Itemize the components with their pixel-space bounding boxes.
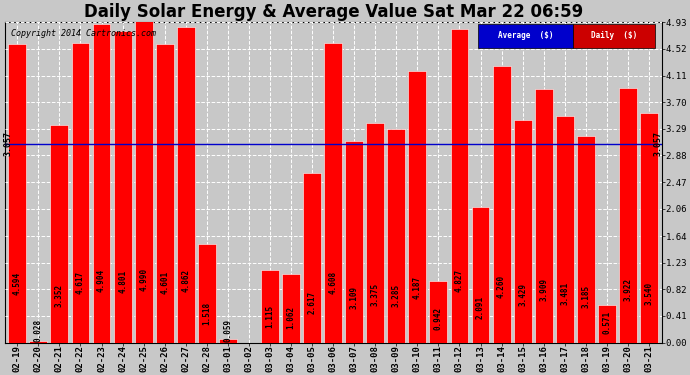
Text: Average  ($): Average ($) — [497, 32, 553, 40]
Bar — [493, 66, 511, 343]
Text: 3.285: 3.285 — [392, 284, 401, 308]
Bar — [198, 244, 216, 343]
Text: 1.518: 1.518 — [202, 302, 211, 324]
Bar — [555, 117, 573, 343]
Text: 4.904: 4.904 — [97, 268, 106, 291]
Bar — [156, 44, 174, 343]
Text: 4.608: 4.608 — [328, 271, 337, 294]
Text: 2.617: 2.617 — [308, 291, 317, 314]
Bar — [429, 281, 447, 343]
Text: 0.028: 0.028 — [34, 319, 43, 342]
Bar — [640, 112, 658, 343]
Bar — [598, 306, 615, 343]
Bar — [471, 207, 489, 343]
Text: 1.062: 1.062 — [286, 306, 295, 329]
Bar — [30, 341, 48, 343]
Bar — [114, 31, 132, 343]
Bar — [535, 88, 553, 343]
Bar — [366, 123, 384, 343]
Text: 4.187: 4.187 — [413, 275, 422, 298]
Bar — [513, 120, 531, 343]
Bar — [8, 44, 26, 343]
Bar — [92, 24, 110, 343]
Bar — [282, 274, 300, 343]
Text: 3.429: 3.429 — [518, 283, 527, 306]
Text: 3.352: 3.352 — [55, 284, 64, 307]
Bar — [477, 24, 573, 48]
Bar — [324, 43, 342, 343]
Text: Copyright 2014 Cartronics.com: Copyright 2014 Cartronics.com — [11, 29, 156, 38]
Bar — [135, 18, 152, 343]
Text: 4.862: 4.862 — [181, 269, 190, 292]
Text: 3.109: 3.109 — [350, 286, 359, 309]
Bar — [451, 29, 469, 343]
Text: 4.594: 4.594 — [13, 272, 22, 294]
Text: 3.375: 3.375 — [371, 283, 380, 306]
Text: 0.059: 0.059 — [224, 319, 233, 342]
Text: 2.091: 2.091 — [476, 296, 485, 319]
Title: Daily Solar Energy & Average Value Sat Mar 22 06:59: Daily Solar Energy & Average Value Sat M… — [83, 3, 583, 21]
Text: 3.922: 3.922 — [623, 278, 632, 301]
Bar — [573, 24, 655, 48]
Text: 0.571: 0.571 — [602, 310, 611, 334]
Bar — [219, 339, 237, 343]
Bar — [345, 141, 363, 343]
Text: 3.057: 3.057 — [3, 132, 12, 156]
Bar — [577, 136, 595, 343]
Text: 4.260: 4.260 — [497, 275, 506, 298]
Bar — [387, 129, 405, 343]
Bar — [50, 125, 68, 343]
Text: 4.801: 4.801 — [118, 269, 127, 292]
Text: 4.601: 4.601 — [160, 272, 169, 294]
Text: 0.942: 0.942 — [434, 307, 443, 330]
Text: 3.185: 3.185 — [581, 285, 590, 308]
Text: 3.481: 3.481 — [560, 282, 569, 305]
Text: 3.909: 3.909 — [539, 278, 548, 301]
Text: 4.617: 4.617 — [76, 271, 85, 294]
Bar — [619, 88, 637, 343]
Text: Daily  ($): Daily ($) — [591, 32, 637, 40]
Text: 4.990: 4.990 — [139, 268, 148, 291]
Bar — [72, 43, 90, 343]
Text: 4.827: 4.827 — [455, 269, 464, 292]
Bar — [261, 270, 279, 343]
Text: 1.115: 1.115 — [266, 305, 275, 328]
Bar — [303, 172, 321, 343]
Bar — [408, 70, 426, 343]
Text: 3.540: 3.540 — [644, 282, 653, 305]
Text: 3.057: 3.057 — [654, 132, 663, 156]
Bar — [177, 27, 195, 343]
